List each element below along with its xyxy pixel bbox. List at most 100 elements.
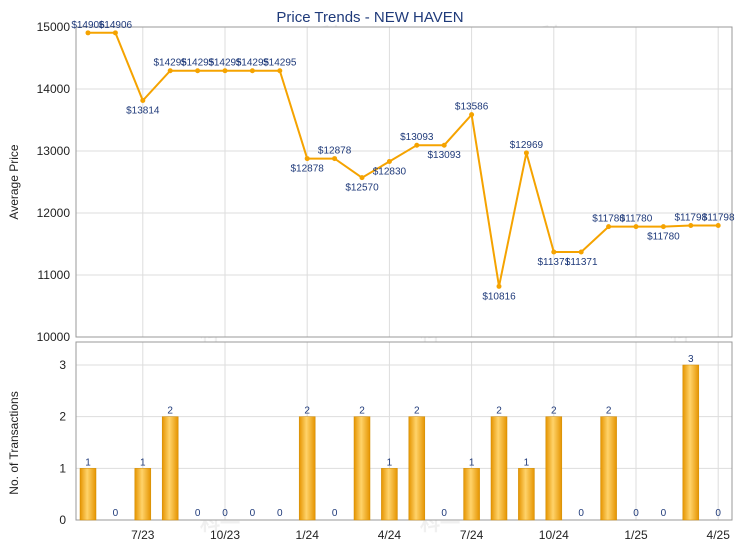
price-point	[469, 112, 475, 118]
price-point	[359, 175, 365, 181]
price-y-axis-label: Average Price	[7, 144, 21, 219]
price-point	[688, 223, 694, 229]
transaction-bar	[79, 468, 97, 521]
transaction-bar	[682, 364, 700, 521]
transaction-count-label: 0	[441, 508, 447, 519]
transaction-count-label: 1	[469, 457, 475, 468]
price-data-label: $10816	[482, 291, 516, 302]
price-point	[85, 30, 91, 36]
price-y-tick-label: 15000	[37, 20, 71, 34]
x-tick-label: 1/24	[296, 528, 320, 542]
transactions-y-tick-label: 0	[59, 513, 66, 527]
x-tick-label: 7/23	[131, 528, 155, 542]
transaction-count-label: 0	[578, 508, 584, 519]
price-y-tick-label: 14000	[37, 82, 71, 96]
transaction-bar	[600, 416, 617, 521]
price-point	[332, 156, 338, 162]
transaction-count-label: 2	[551, 406, 557, 417]
x-tick-label: 4/25	[707, 528, 731, 542]
transaction-count-label: 2	[606, 406, 612, 417]
price-plot-frame	[75, 26, 733, 338]
price-series-line	[88, 31, 719, 287]
price-data-label: $14295	[263, 58, 297, 69]
transaction-count-label: 2	[167, 406, 173, 417]
transaction-count-label: 0	[715, 508, 721, 519]
price-y-tick-label: 10000	[37, 330, 71, 344]
price-data-label: $14295	[181, 58, 215, 69]
transaction-count-label: 1	[140, 457, 146, 468]
price-data-label: $14906	[99, 20, 133, 31]
price-data-label: $14906	[71, 20, 105, 31]
transactions-y-tick-label: 3	[59, 358, 66, 372]
price-point	[195, 68, 201, 74]
transaction-bar	[134, 468, 152, 521]
price-data-label: $12570	[345, 183, 379, 194]
price-point	[606, 224, 612, 230]
transaction-bar	[490, 416, 508, 521]
transaction-count-label: 2	[496, 406, 502, 417]
price-point	[633, 224, 639, 230]
price-data-label: $12878	[291, 164, 325, 175]
price-point	[441, 142, 447, 148]
price-point	[523, 150, 529, 156]
x-tick-label: 10/23	[210, 528, 240, 542]
price-point	[249, 68, 255, 74]
price-data-label: $11780	[620, 214, 653, 225]
price-data-label: $12969	[510, 140, 544, 151]
transaction-bar	[408, 416, 426, 521]
price-data-label: $12878	[318, 146, 352, 157]
price-point	[551, 249, 557, 255]
chart-title: Price Trends - NEW HAVEN	[276, 9, 463, 26]
transaction-bar	[161, 416, 179, 521]
transaction-count-label: 2	[359, 406, 365, 417]
price-point	[386, 159, 392, 165]
transaction-count-label: 2	[414, 406, 420, 417]
price-point	[277, 68, 283, 74]
price-data-label: $13586	[455, 102, 489, 113]
price-point	[304, 156, 310, 162]
transactions-plot-area: 0 1 2 3 7/23 10/23 1/24 4/24 7/24 10/24 1/25 4/25 1 0…	[59, 341, 733, 542]
transaction-count-label: 0	[633, 508, 639, 519]
price-data-label: $11798	[674, 213, 707, 224]
price-data-label: $12830	[373, 167, 407, 178]
transaction-count-label: 0	[277, 508, 283, 519]
price-data-label: $11780	[647, 232, 680, 243]
price-y-tick-label: 11000	[38, 268, 71, 282]
price-data-label: $13814	[126, 106, 160, 117]
price-point	[496, 283, 502, 289]
transactions-plot-background	[76, 342, 732, 520]
price-point	[414, 142, 420, 148]
price-data-label: $14295	[208, 58, 242, 69]
price-point	[140, 98, 146, 104]
transaction-count-label: 1	[387, 457, 393, 468]
price-data-label: $14295	[154, 58, 188, 69]
price-data-label: $11780	[592, 214, 625, 225]
price-point	[660, 224, 666, 230]
price-point	[112, 30, 118, 36]
transaction-count-label: 2	[304, 406, 310, 417]
transaction-count-label: 0	[661, 508, 667, 519]
price-data-label: $11371	[537, 257, 570, 268]
transaction-count-label: 1	[85, 457, 91, 468]
price-y-tick-label: 13000	[37, 144, 71, 158]
price-point	[715, 223, 721, 229]
transaction-count-label: 0	[222, 508, 228, 519]
transaction-bar	[353, 416, 371, 521]
x-tick-label: 10/24	[539, 528, 569, 542]
transaction-bar	[545, 416, 563, 521]
transactions-y-axis-label: No. of Transactions	[7, 391, 21, 494]
price-point	[167, 68, 173, 74]
price-data-label: $11371	[565, 257, 598, 268]
price-point	[578, 249, 584, 255]
transactions-y-tick-label: 2	[59, 410, 66, 424]
x-tick-label: 1/25	[624, 528, 648, 542]
price-data-label: $14295	[236, 58, 270, 69]
x-tick-label: 4/24	[378, 528, 402, 542]
price-point	[222, 68, 228, 74]
transactions-y-tick-label: 1	[59, 461, 66, 475]
transaction-bar	[518, 468, 535, 521]
transaction-bar	[298, 416, 316, 521]
transaction-count-label: 0	[113, 508, 119, 519]
